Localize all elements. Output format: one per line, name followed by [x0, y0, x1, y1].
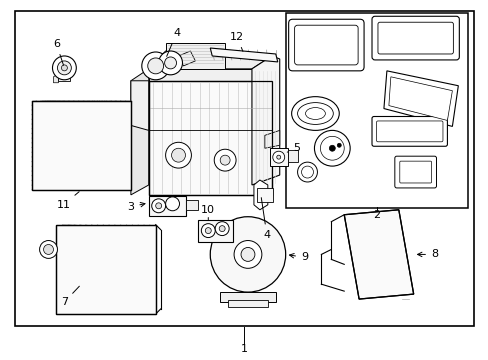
Circle shape — [171, 148, 185, 162]
Ellipse shape — [291, 96, 339, 130]
Bar — [287, 150, 297, 162]
Polygon shape — [53, 74, 59, 83]
Circle shape — [214, 149, 236, 171]
Circle shape — [215, 222, 229, 235]
Text: 5: 5 — [286, 143, 300, 153]
Polygon shape — [148, 51, 251, 69]
FancyBboxPatch shape — [288, 19, 364, 71]
Circle shape — [219, 226, 224, 231]
Circle shape — [151, 199, 165, 213]
Bar — [148, 81, 271, 195]
Circle shape — [52, 56, 76, 80]
Bar — [228, 300, 267, 307]
Circle shape — [328, 145, 335, 151]
FancyBboxPatch shape — [371, 16, 458, 60]
Text: 8: 8 — [417, 249, 437, 260]
Ellipse shape — [297, 103, 333, 125]
Bar — [32, 100, 131, 190]
Bar — [32, 100, 131, 190]
Circle shape — [147, 58, 163, 74]
FancyBboxPatch shape — [371, 117, 447, 146]
Circle shape — [57, 61, 71, 75]
Bar — [198, 220, 233, 242]
Circle shape — [301, 166, 313, 178]
FancyBboxPatch shape — [394, 156, 436, 188]
Circle shape — [61, 65, 67, 71]
Circle shape — [320, 136, 344, 160]
Polygon shape — [210, 48, 277, 62]
Bar — [59, 73, 70, 81]
Circle shape — [337, 143, 341, 147]
Bar — [56, 225, 155, 314]
Bar — [148, 196, 186, 216]
Bar — [186, 200, 198, 210]
Text: 9: 9 — [289, 252, 307, 262]
Circle shape — [272, 151, 284, 163]
Polygon shape — [148, 69, 251, 81]
Bar — [15, 11, 473, 326]
Bar — [285, 13, 468, 208]
Text: 2: 2 — [373, 210, 380, 220]
Bar — [220, 292, 275, 302]
FancyBboxPatch shape — [294, 25, 357, 65]
Bar — [165, 43, 224, 69]
Polygon shape — [131, 69, 148, 195]
Polygon shape — [155, 56, 175, 69]
FancyBboxPatch shape — [377, 22, 452, 54]
Circle shape — [210, 217, 285, 292]
Text: 3: 3 — [127, 202, 144, 212]
Text: 7: 7 — [61, 286, 79, 307]
Bar — [269, 148, 287, 166]
Polygon shape — [388, 77, 451, 121]
Bar — [256, 188, 272, 202]
Text: 4: 4 — [166, 28, 180, 57]
Text: 12: 12 — [229, 32, 244, 51]
Text: 4: 4 — [261, 198, 270, 239]
Circle shape — [164, 57, 176, 69]
FancyBboxPatch shape — [399, 161, 431, 183]
Circle shape — [220, 155, 230, 165]
Circle shape — [297, 162, 317, 182]
Polygon shape — [178, 51, 195, 66]
Circle shape — [142, 52, 169, 80]
Circle shape — [155, 203, 162, 209]
FancyBboxPatch shape — [376, 121, 442, 142]
Circle shape — [165, 142, 191, 168]
Text: 11: 11 — [56, 192, 79, 210]
Circle shape — [43, 244, 53, 255]
Circle shape — [276, 155, 280, 159]
Polygon shape — [383, 71, 457, 126]
Circle shape — [241, 247, 254, 261]
Bar — [56, 225, 155, 314]
Polygon shape — [344, 210, 413, 299]
Text: 1: 1 — [240, 344, 247, 354]
Polygon shape — [253, 180, 267, 210]
Bar — [148, 81, 271, 195]
Polygon shape — [131, 81, 148, 130]
Text: 6: 6 — [53, 39, 63, 65]
Circle shape — [40, 240, 57, 258]
Circle shape — [158, 51, 182, 75]
Polygon shape — [175, 51, 210, 56]
Circle shape — [201, 224, 215, 238]
Polygon shape — [148, 56, 271, 69]
Ellipse shape — [305, 108, 325, 120]
Polygon shape — [264, 130, 279, 148]
Circle shape — [314, 130, 349, 166]
Polygon shape — [251, 56, 279, 185]
Circle shape — [205, 228, 211, 234]
Circle shape — [234, 240, 262, 268]
Circle shape — [165, 197, 179, 211]
Text: 10: 10 — [201, 205, 215, 220]
